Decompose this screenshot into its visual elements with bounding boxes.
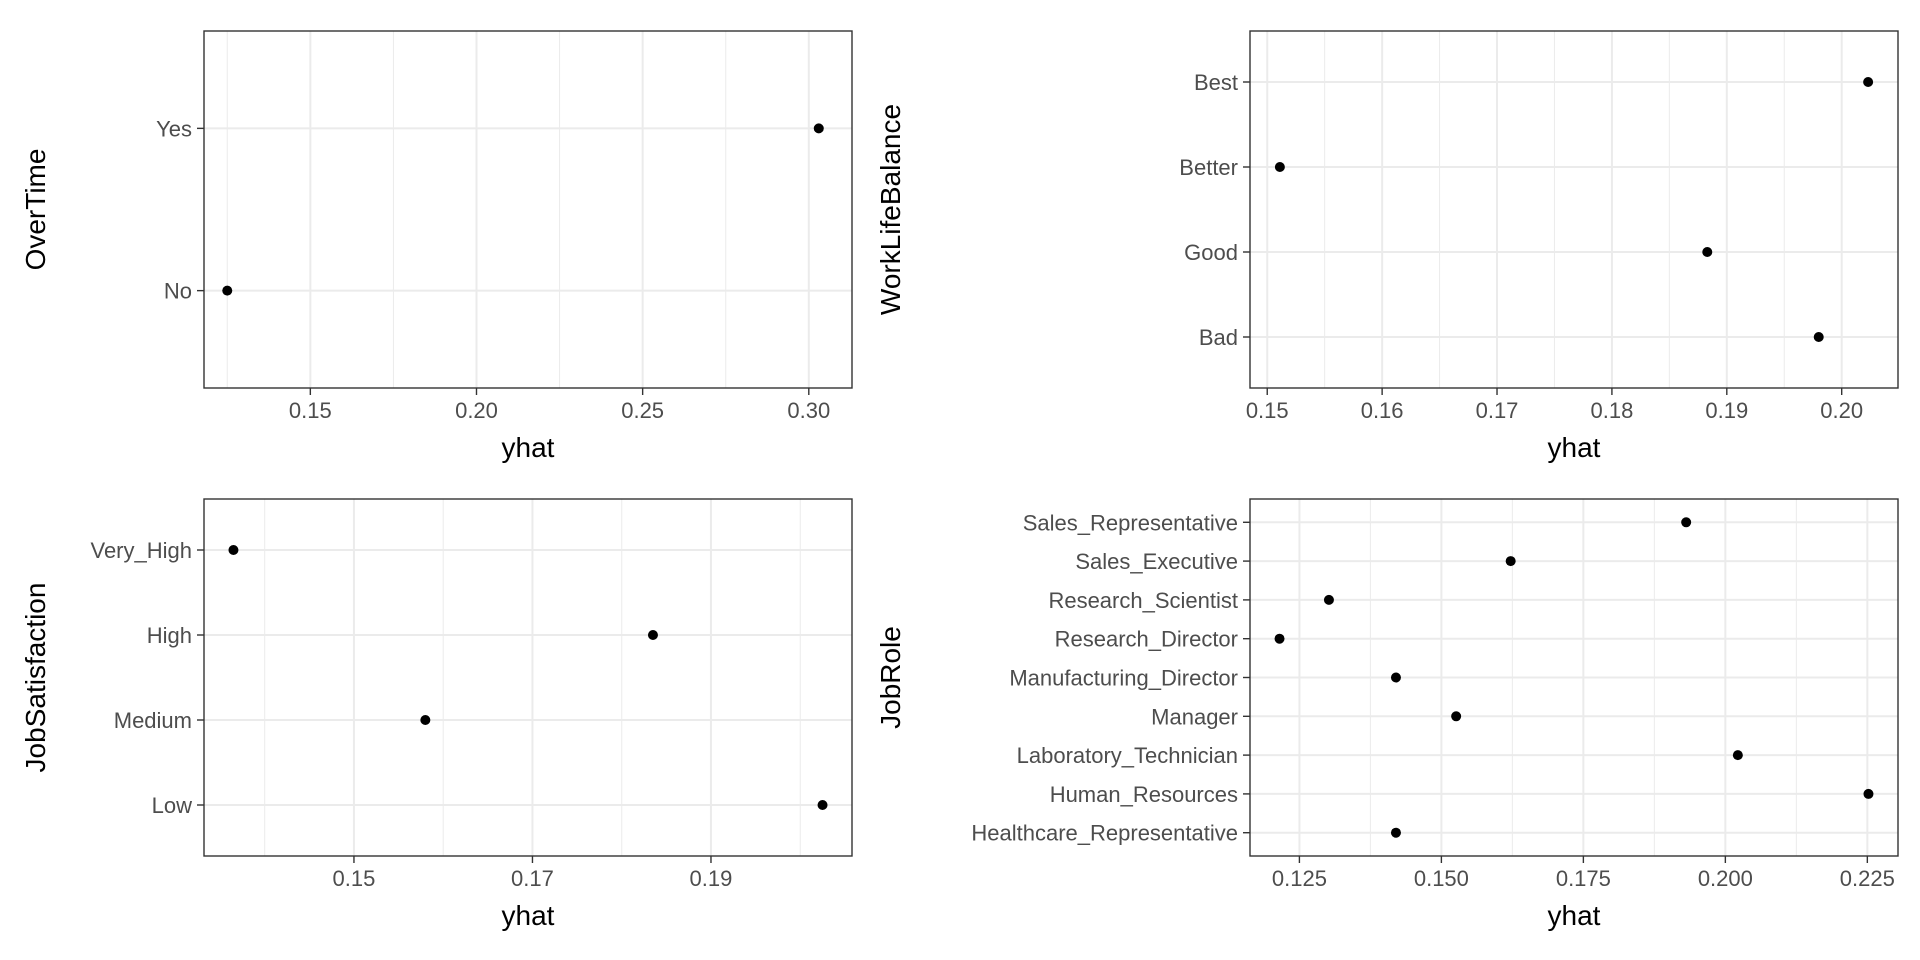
jobrole-panel: 0.125 0.150 0.175 0.200 0.225 Healthcare_Repr… (875, 498, 1899, 931)
overtime-y-tick-label: Yes (156, 116, 192, 141)
jobrole-point-research-director (1274, 633, 1285, 644)
jobrole-y-tick-label: Sales_Executive (1075, 549, 1238, 574)
worklifebalance-x-tick-label: 0.18 (1591, 398, 1634, 423)
jobrole-y-tick-label: Manufacturing_Director (1009, 666, 1238, 691)
worklifebalance-panel: 0.15 0.16 0.17 0.18 0.19 0.20 Bad Good Better Bes… (875, 30, 1899, 463)
worklifebalance-plot-area (1250, 31, 1898, 388)
jobsatisfaction-x-tick-label: 0.17 (511, 866, 554, 891)
jobsatisfaction-x-axis-title: yhat (502, 900, 555, 931)
jobsatisfaction-x-tick-label: 0.15 (333, 866, 376, 891)
jobrole-point-sales-representative (1681, 517, 1692, 528)
overtime-x-tick-label: 0.15 (289, 398, 332, 423)
overtime-x-tick-label: 0.25 (621, 398, 664, 423)
jobsatisfaction-plot-area (204, 499, 852, 856)
worklifebalance-y-tick-label: Best (1194, 70, 1238, 95)
jobrole-y-tick-label: Human_Resources (1050, 782, 1238, 807)
overtime-panel: 0.15 0.20 0.25 0.30 No Yes yhat OverTime (20, 30, 853, 463)
overtime-plot-area (204, 31, 852, 388)
jobrole-y-tick-label: Research_Scientist (1048, 588, 1238, 613)
jobsatisfaction-point-high (647, 630, 658, 640)
overtime-point-yes (813, 123, 824, 134)
overtime-x-tick-label: 0.20 (455, 398, 498, 423)
worklifebalance-y-tick-label: Good (1184, 240, 1238, 265)
jobrole-x-axis-title: yhat (1548, 900, 1601, 931)
jobrole-x-tick-label: 0.125 (1272, 866, 1327, 891)
jobrole-point-healthcare-representative (1390, 827, 1401, 838)
jobrole-y-tick-label: Research_Director (1055, 627, 1238, 652)
worklifebalance-x-axis-title: yhat (1548, 432, 1601, 463)
worklifebalance-x-tick-label: 0.19 (1705, 398, 1748, 423)
jobsatisfaction-y-tick-label: Very_High (90, 538, 192, 563)
jobsatisfaction-x-tick-label: 0.19 (690, 866, 733, 891)
worklifebalance-x-tick-label: 0.16 (1361, 398, 1404, 423)
worklifebalance-y-tick-label: Better (1179, 155, 1238, 180)
jobrole-x-tick-label: 0.200 (1698, 866, 1753, 891)
worklifebalance-y-tick-label: Bad (1199, 325, 1238, 350)
jobrole-point-human-resources (1863, 788, 1874, 799)
worklifebalance-y-axis-title: WorkLifeBalance (875, 104, 906, 315)
overtime-x-tick-label: 0.30 (787, 398, 830, 423)
worklifebalance-x-tick-label: 0.15 (1246, 398, 1289, 423)
overtime-y-axis-title: OverTime (20, 149, 51, 271)
jobrole-point-laboratory-technician (1732, 750, 1743, 761)
jobrole-x-tick-label: 0.225 (1840, 866, 1895, 891)
jobsatisfaction-point-very-high (228, 545, 239, 555)
jobrole-y-tick-label: Laboratory_Technician (1017, 743, 1238, 768)
jobsatisfaction-y-axis-title: JobSatisfaction (20, 583, 51, 773)
worklifebalance-point-best (1863, 77, 1874, 87)
jobsatisfaction-y-tick-label: Medium (114, 708, 192, 733)
jobsatisfaction-point-low (817, 800, 828, 810)
jobrole-point-manufacturing-director (1390, 672, 1401, 683)
jobrole-point-manager (1451, 711, 1462, 722)
worklifebalance-point-better (1274, 162, 1285, 172)
worklifebalance-x-tick-label: 0.20 (1820, 398, 1863, 423)
jobrole-y-axis-title: JobRole (875, 626, 906, 729)
jobsatisfaction-point-medium (420, 715, 431, 725)
worklifebalance-point-bad (1813, 332, 1824, 342)
jobrole-y-tick-label: Sales_Representative (1023, 510, 1238, 535)
worklifebalance-panel-border (1249, 30, 1899, 389)
jobsatisfaction-y-tick-label: Low (152, 793, 192, 818)
jobrole-x-tick-label: 0.175 (1556, 866, 1611, 891)
jobrole-y-tick-label: Healthcare_Representative (971, 821, 1238, 846)
jobsatisfaction-panel-border (203, 498, 853, 857)
jobrole-point-research-scientist (1323, 594, 1334, 605)
overtime-panel-border (203, 30, 853, 389)
worklifebalance-point-good (1702, 247, 1713, 257)
jobsatisfaction-y-tick-label: High (147, 623, 192, 648)
jobrole-x-tick-label: 0.150 (1414, 866, 1469, 891)
jobrole-y-tick-label: Manager (1151, 704, 1238, 729)
overtime-x-axis-title: yhat (502, 432, 555, 463)
overtime-y-tick-label: No (164, 279, 192, 304)
worklifebalance-x-tick-label: 0.17 (1476, 398, 1519, 423)
jobrole-point-sales-executive (1505, 556, 1516, 567)
overtime-point-no (222, 285, 233, 296)
